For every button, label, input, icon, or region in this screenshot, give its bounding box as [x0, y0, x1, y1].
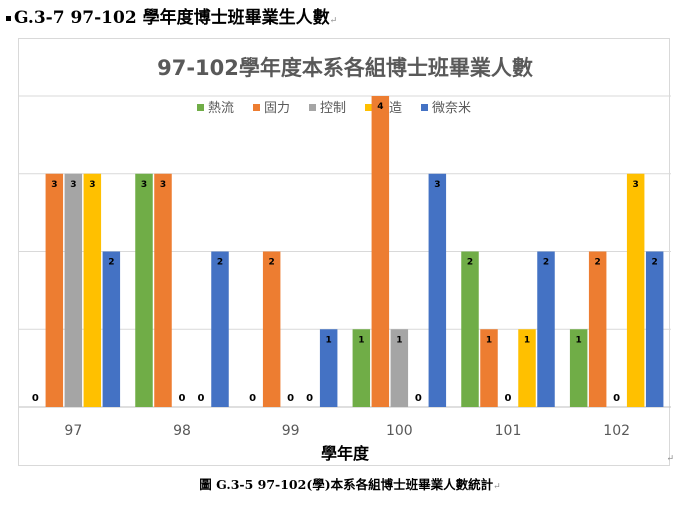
data-label: 0 — [613, 393, 620, 404]
bar — [569, 329, 588, 407]
figure-caption: 圖 G.3-5 97-102(學)本系各組博士班畢業人數統計↵ — [0, 474, 700, 493]
x-tick-label: 101 — [495, 423, 522, 439]
x-tick-label: 100 — [386, 423, 413, 439]
bar — [135, 173, 153, 407]
data-label: 3 — [70, 180, 76, 190]
paragraph-mark: ↵ — [329, 16, 338, 26]
legend-swatch — [365, 104, 372, 111]
x-axis-label: 學年度 — [321, 444, 370, 463]
bar — [390, 329, 409, 407]
data-label: 1 — [486, 335, 492, 345]
data-label: 1 — [326, 335, 332, 345]
data-label: 0 — [249, 393, 256, 404]
data-label: 3 — [51, 180, 57, 190]
legend-label: 固力 — [264, 101, 290, 116]
bars — [45, 96, 664, 407]
bar — [626, 173, 645, 407]
data-label: 2 — [269, 258, 275, 268]
legend-swatch — [253, 104, 260, 111]
data-label: 0 — [505, 393, 512, 404]
bar — [319, 329, 338, 407]
bar — [588, 251, 607, 407]
section-heading: G.3-7 97-102 學年度博士班畢業生人數↵ — [6, 6, 337, 30]
data-label: 0 — [287, 393, 294, 404]
bar — [461, 251, 479, 407]
bar — [428, 173, 447, 407]
paragraph-mark: ↵ — [493, 482, 501, 492]
data-label: 3 — [89, 180, 95, 190]
data-label: 1 — [524, 335, 530, 345]
data-label: 2 — [108, 258, 114, 268]
bar — [102, 251, 121, 407]
bar — [211, 251, 229, 407]
bullet-icon — [6, 16, 11, 21]
legend-swatch — [197, 104, 204, 111]
data-label: 2 — [652, 258, 658, 268]
data-label: 0 — [306, 393, 313, 404]
gridlines — [19, 95, 671, 408]
data-label: 0 — [179, 393, 186, 404]
data-label: 3 — [160, 180, 166, 190]
bar — [262, 251, 281, 407]
data-label: 3 — [434, 180, 440, 190]
bar — [83, 173, 102, 407]
legend-swatch — [309, 104, 316, 111]
data-label: 1 — [396, 335, 402, 345]
data-label: 2 — [543, 258, 549, 268]
bar — [537, 251, 555, 407]
data-label: 3 — [141, 180, 147, 190]
data-label: 1 — [358, 335, 364, 345]
bar — [45, 173, 64, 407]
x-tick-label: 98 — [173, 423, 191, 439]
bar — [518, 329, 536, 407]
bar — [352, 329, 371, 407]
data-label: 4 — [377, 102, 383, 112]
paragraph-mark: ↵ — [666, 454, 674, 464]
bar — [645, 251, 664, 407]
data-label: 3 — [633, 180, 639, 190]
legend-label: 熱流 — [208, 101, 234, 116]
data-label: 2 — [595, 258, 601, 268]
data-label: 2 — [217, 258, 223, 268]
chart-title: 97-102學年度本系各組博士班畢業人數 — [157, 56, 533, 80]
bar — [371, 96, 390, 407]
bar — [64, 173, 83, 407]
data-label: 2 — [467, 258, 473, 268]
x-tick-labels: 97 98 99 100 101 102 — [64, 423, 630, 439]
legend-swatch — [421, 104, 428, 111]
bar — [480, 329, 498, 407]
data-label: 1 — [576, 335, 582, 345]
x-tick-label: 99 — [282, 423, 300, 439]
figure-caption-text: 圖 G.3-5 97-102(學)本系各組博士班畢業人數統計 — [199, 477, 494, 492]
x-tick-label: 102 — [603, 423, 630, 439]
bar — [154, 173, 172, 407]
section-heading-text: G.3-7 97-102 學年度博士班畢業生人數 — [14, 8, 330, 28]
bar-chart: 97-102學年度本系各組博士班畢業人數 熱流固力控制製造微奈米 0333233… — [19, 56, 671, 463]
legend-label: 微奈米 — [432, 101, 471, 116]
data-label: 0 — [415, 393, 422, 404]
data-labels: 0 3 3 3 2 3 3 0 0 2 0 2 0 0 1 1 4 1 0 3 2 1 0 1 2 1 2 0 3 2 — [32, 102, 658, 404]
data-label: 0 — [198, 393, 205, 404]
legend: 熱流固力控制製造微奈米 — [197, 101, 471, 116]
legend-label: 控制 — [320, 101, 346, 116]
chart-frame: 97-102學年度本系各組博士班畢業人數 熱流固力控制製造微奈米 0333233… — [18, 38, 671, 466]
data-label: 0 — [32, 393, 39, 404]
x-tick-label: 97 — [64, 423, 82, 439]
